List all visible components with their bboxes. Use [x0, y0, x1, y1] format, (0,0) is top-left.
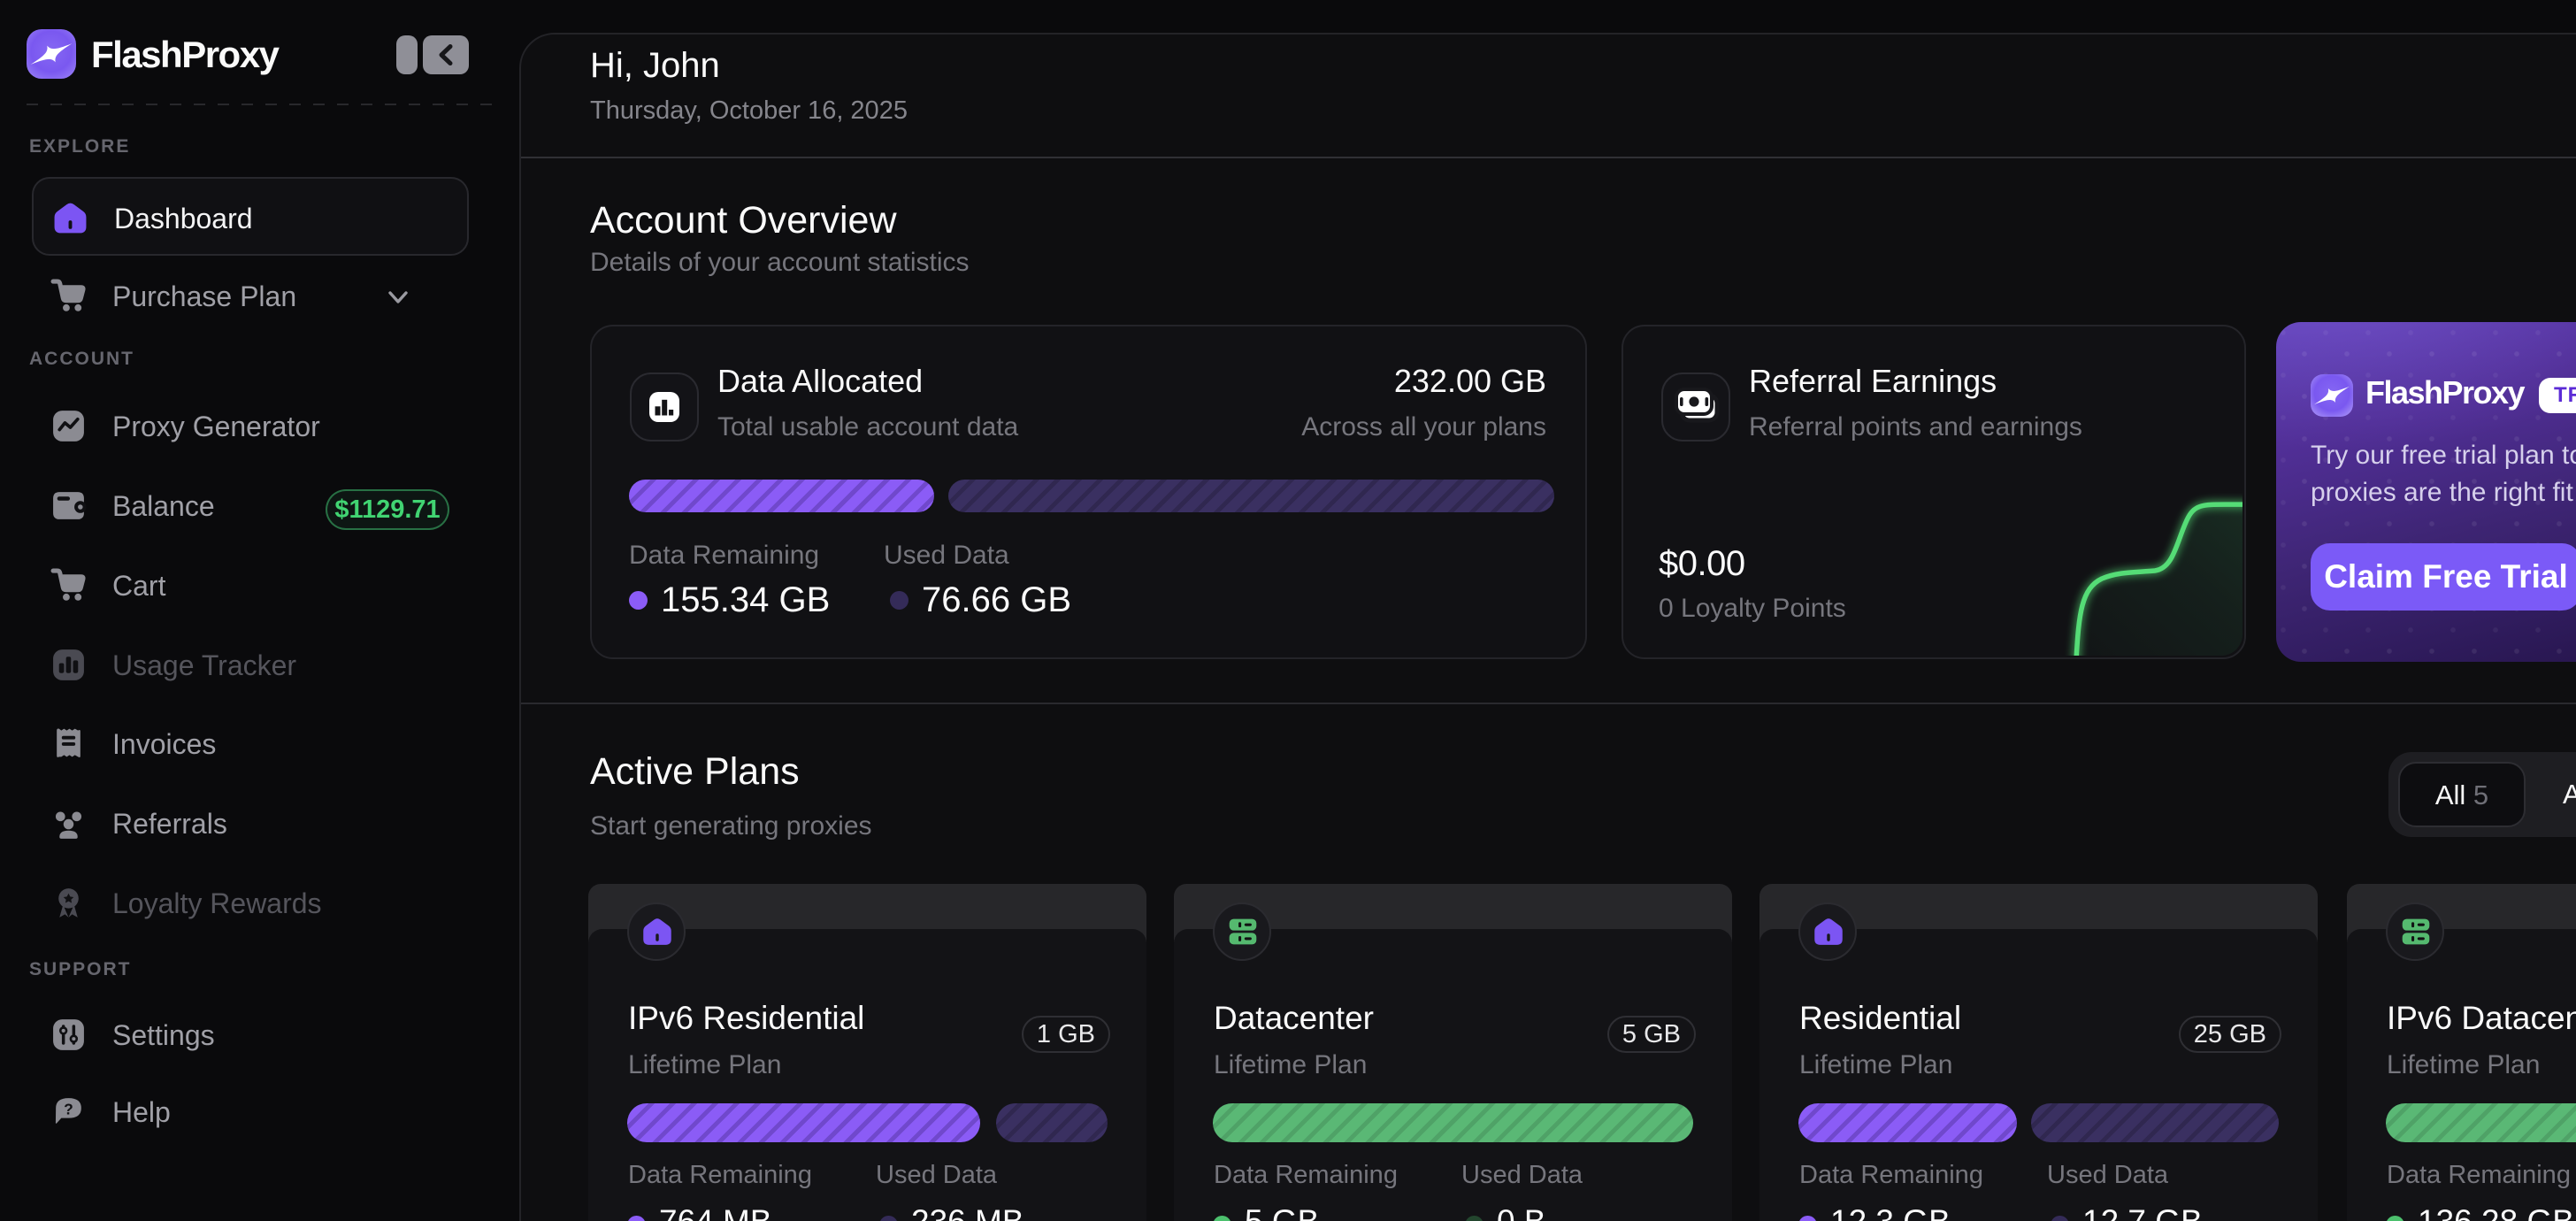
svg-text:?: ? [64, 1101, 73, 1118]
